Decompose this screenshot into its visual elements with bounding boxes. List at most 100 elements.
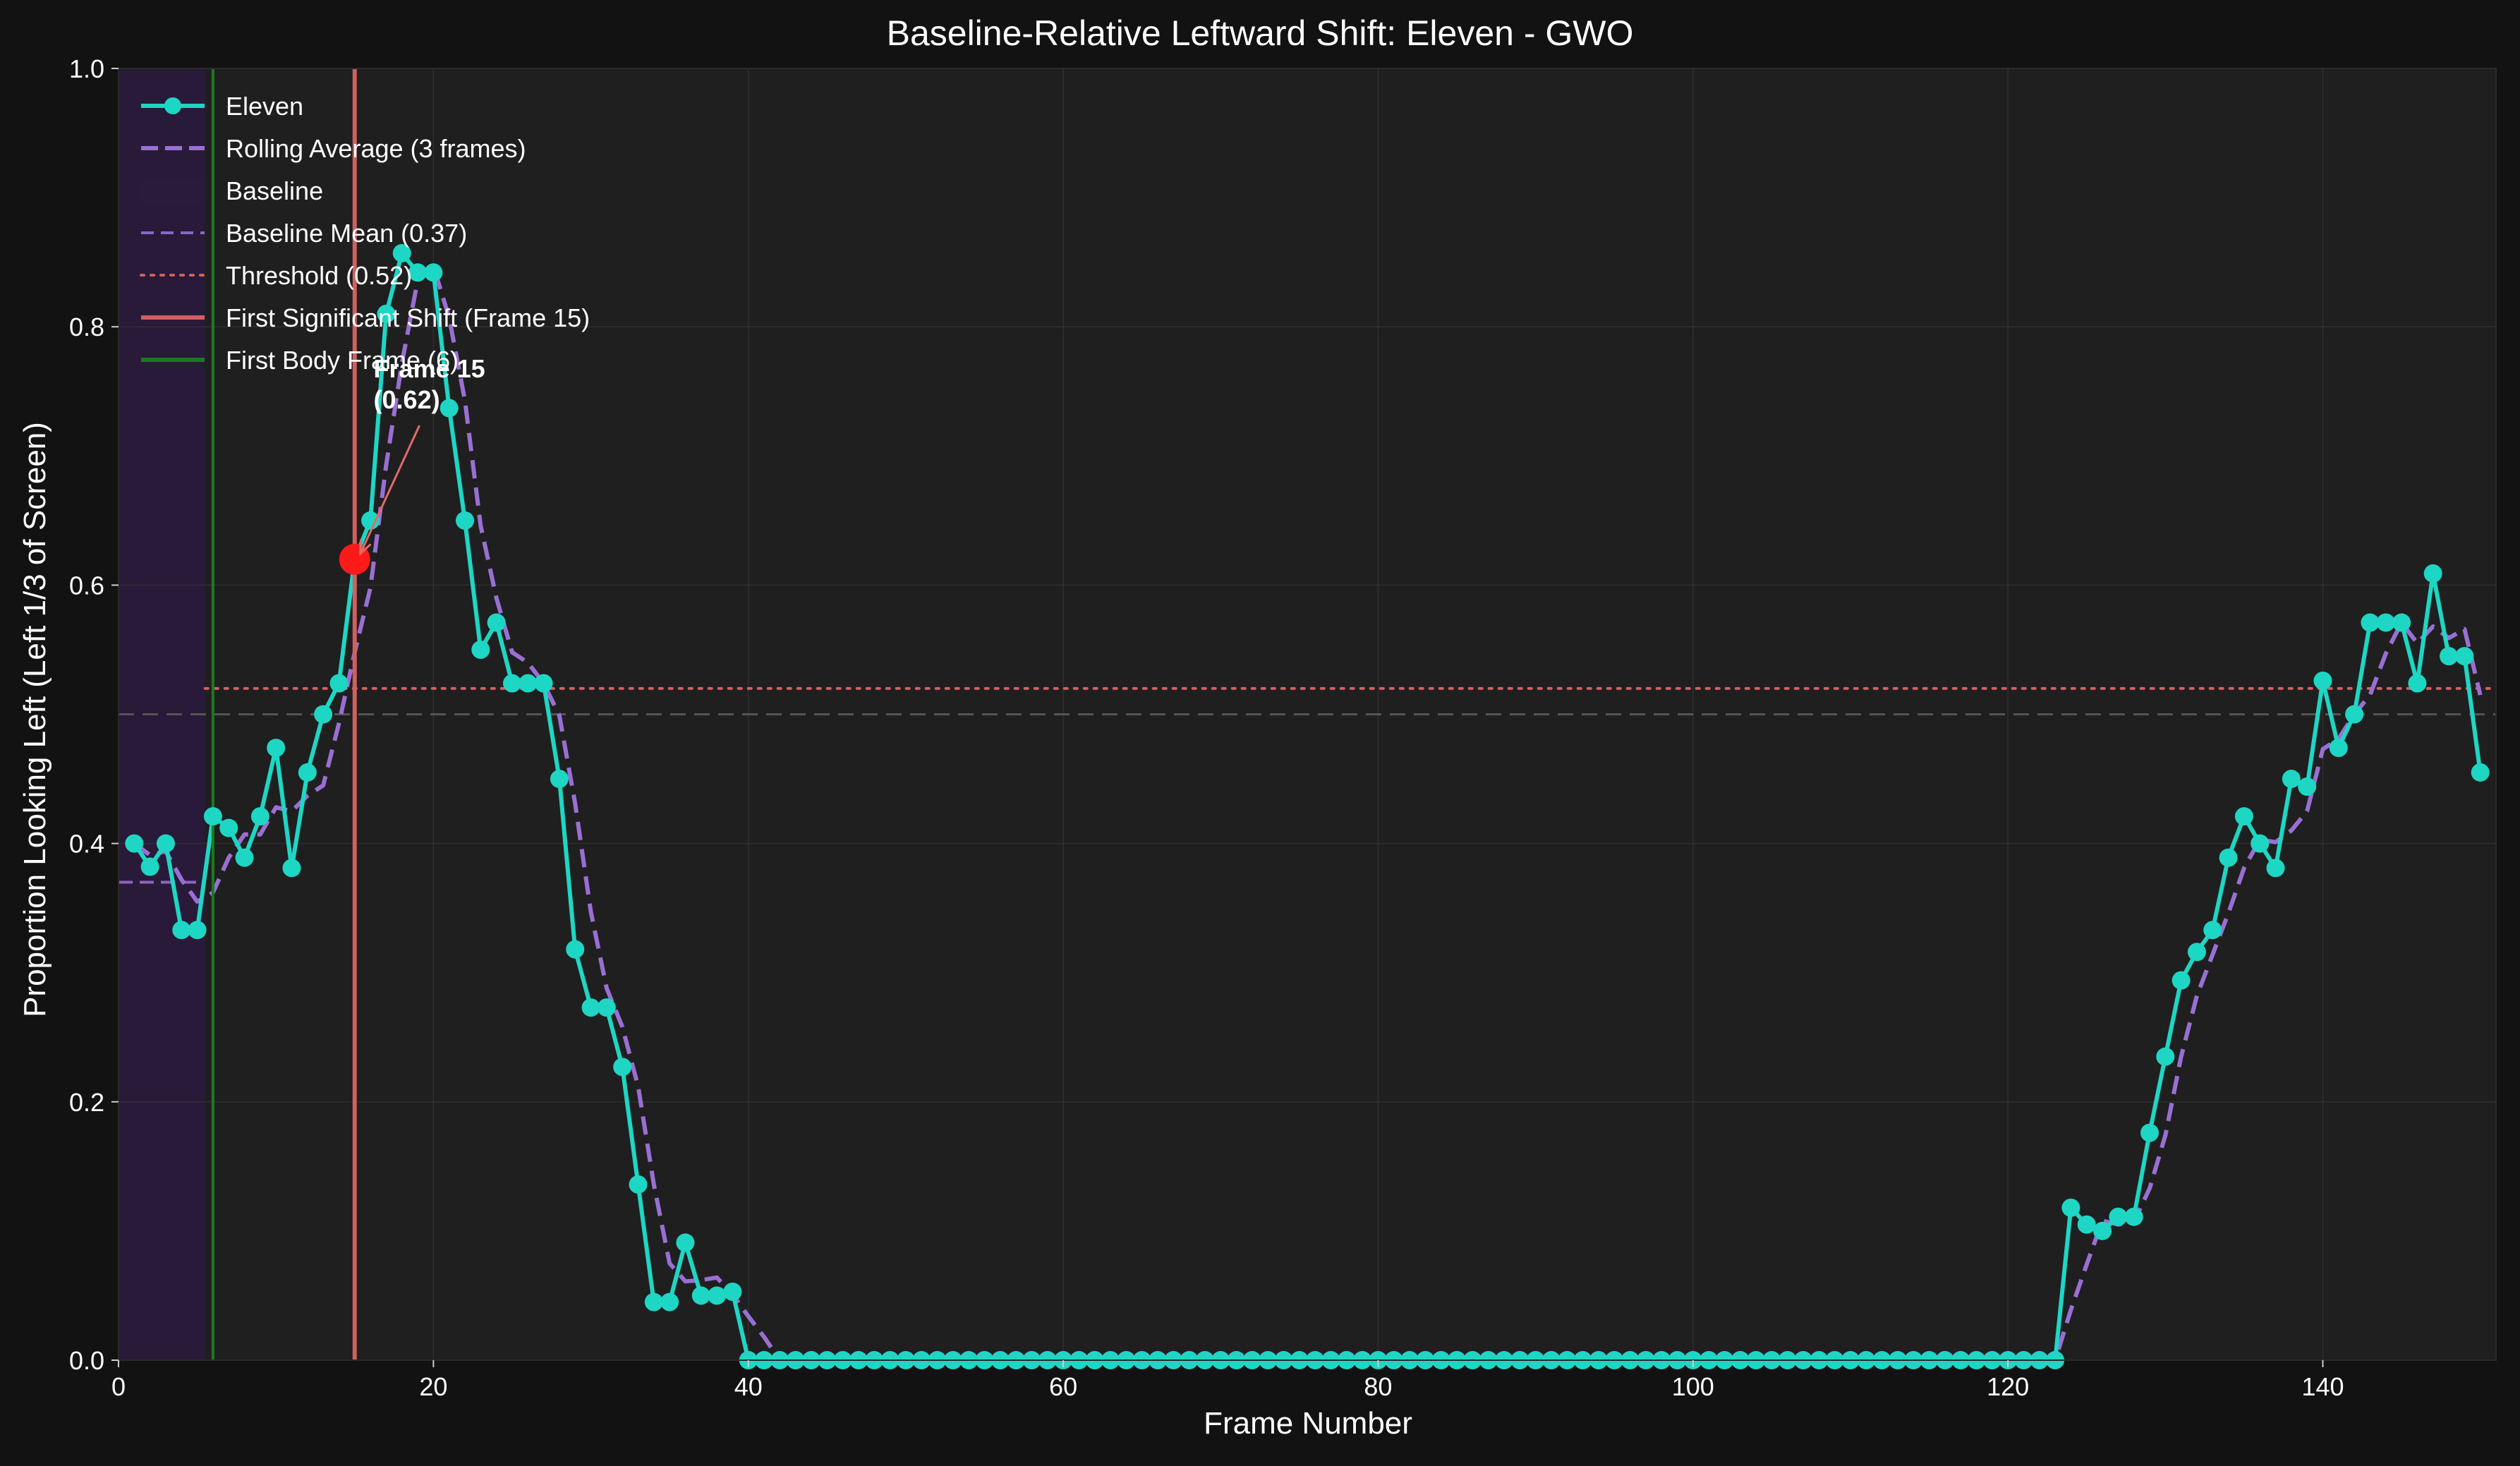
x-tick-label: 60 — [1049, 1372, 1077, 1401]
data-point — [2313, 671, 2332, 690]
y-tick-label: 0.0 — [69, 1346, 104, 1375]
legend-label: Baseline — [226, 176, 323, 205]
data-point — [502, 674, 521, 693]
legend-item: Eleven — [141, 92, 303, 121]
data-point — [613, 1058, 632, 1077]
data-point — [708, 1286, 727, 1305]
axes-layer: 0 20 40 60 80 100 120 140 0.0 0.2 0.4 0.6 0.8 1.0 — [69, 54, 2497, 1401]
legend-label: Eleven — [226, 92, 303, 121]
legend-item: Threshold (0.52) — [140, 261, 412, 290]
y-tick-label: 0.6 — [69, 571, 104, 600]
data-point — [2140, 1123, 2159, 1142]
chart-title: Baseline-Relative Leftward Shift: Eleven… — [887, 13, 1634, 53]
data-point — [2234, 807, 2253, 826]
data-point — [2329, 739, 2348, 758]
y-tick-label: 1.0 — [69, 54, 104, 83]
x-tick-label: 20 — [419, 1372, 447, 1401]
data-point — [519, 674, 538, 693]
data-point — [644, 1292, 663, 1311]
data-point — [424, 263, 443, 282]
data-point — [2361, 613, 2380, 632]
data-point — [550, 770, 569, 789]
data-point — [2423, 564, 2442, 583]
legend-label: Baseline Mean (0.37) — [226, 219, 467, 248]
x-tick-label: 40 — [734, 1372, 763, 1401]
annotation-label-value: (0.62) — [374, 385, 440, 414]
data-point — [487, 613, 506, 632]
data-point — [676, 1233, 695, 1252]
data-point — [2109, 1207, 2128, 1226]
legend-label: First Body Frame (6) — [226, 346, 459, 375]
y-tick-label: 0.4 — [69, 830, 104, 859]
legend-item: First Body Frame (6) — [141, 346, 459, 375]
data-point — [2471, 763, 2490, 782]
data-point — [691, 1286, 710, 1305]
legend-item: First Significant Shift (Frame 15) — [141, 303, 590, 332]
x-axis-label: Frame Number — [1204, 1406, 1412, 1441]
annotation-layer: Frame 15 (0.62) — [359, 354, 485, 557]
data-point — [2203, 921, 2222, 940]
data-point — [219, 818, 238, 837]
data-point — [203, 807, 222, 826]
data-point — [2345, 705, 2364, 724]
data-point — [188, 921, 207, 940]
legend-item: Rolling Average (3 frames) — [141, 134, 526, 163]
legend-swatch-patch — [141, 179, 205, 202]
legend: Eleven Rolling Average (3 frames) Baseline… — [140, 92, 590, 375]
data-point — [566, 940, 585, 959]
legend-item: Baseline Mean (0.37) — [141, 219, 467, 248]
x-tick-label: 80 — [1364, 1372, 1392, 1401]
data-point — [2171, 971, 2191, 990]
data-point — [2156, 1047, 2175, 1066]
plot-frame — [118, 68, 2497, 1361]
data-point — [2093, 1221, 2112, 1240]
data-point — [2124, 1207, 2143, 1226]
data-point — [2077, 1215, 2096, 1234]
data-point — [2187, 943, 2206, 962]
data-point — [377, 304, 396, 323]
legend-label: Threshold (0.52) — [226, 261, 412, 290]
y-axis-label: Proportion Looking Left (Left 1/3 of Scr… — [18, 422, 52, 1017]
data-point — [282, 859, 301, 878]
data-point — [2408, 674, 2427, 693]
data-point — [629, 1175, 648, 1194]
annotation-arrow — [359, 425, 420, 555]
data-point — [2061, 1198, 2080, 1217]
data-point — [172, 921, 191, 940]
legend-label: Rolling Average (3 frames) — [226, 134, 526, 163]
x-tick-label: 100 — [1672, 1372, 1714, 1401]
data-point — [329, 674, 349, 693]
x-tick-label: 140 — [2301, 1372, 2344, 1401]
data-point — [250, 807, 269, 826]
legend-label: First Significant Shift (Frame 15) — [226, 303, 590, 332]
legend-swatch-marker — [164, 97, 181, 114]
data-point — [361, 511, 380, 530]
data-point — [534, 674, 553, 693]
data-point — [455, 511, 474, 530]
x-tick-label: 120 — [1987, 1372, 2029, 1401]
data-point — [2251, 834, 2270, 853]
y-tick-label: 0.2 — [69, 1088, 104, 1117]
data-point — [314, 705, 333, 724]
data-point — [2282, 770, 2301, 789]
y-tick-label: 0.8 — [69, 313, 104, 341]
annotation-arrow-head — [359, 539, 372, 557]
data-point — [2298, 777, 2317, 796]
data-point — [156, 834, 175, 853]
data-point — [660, 1292, 679, 1311]
x-tick-label: 0 — [111, 1372, 126, 1401]
data-point — [298, 763, 317, 782]
data-point — [235, 848, 254, 867]
legend-item: Baseline — [141, 176, 323, 205]
data-point — [2392, 613, 2411, 632]
data-point — [2440, 647, 2459, 666]
data-point — [2376, 613, 2395, 632]
data-point — [440, 399, 459, 418]
data-point — [408, 263, 428, 282]
data-point — [392, 243, 411, 262]
data-point — [2266, 859, 2285, 878]
annotation-label-frame: Frame 15 — [374, 354, 485, 383]
data-point — [471, 640, 490, 659]
data-point — [2219, 848, 2238, 867]
